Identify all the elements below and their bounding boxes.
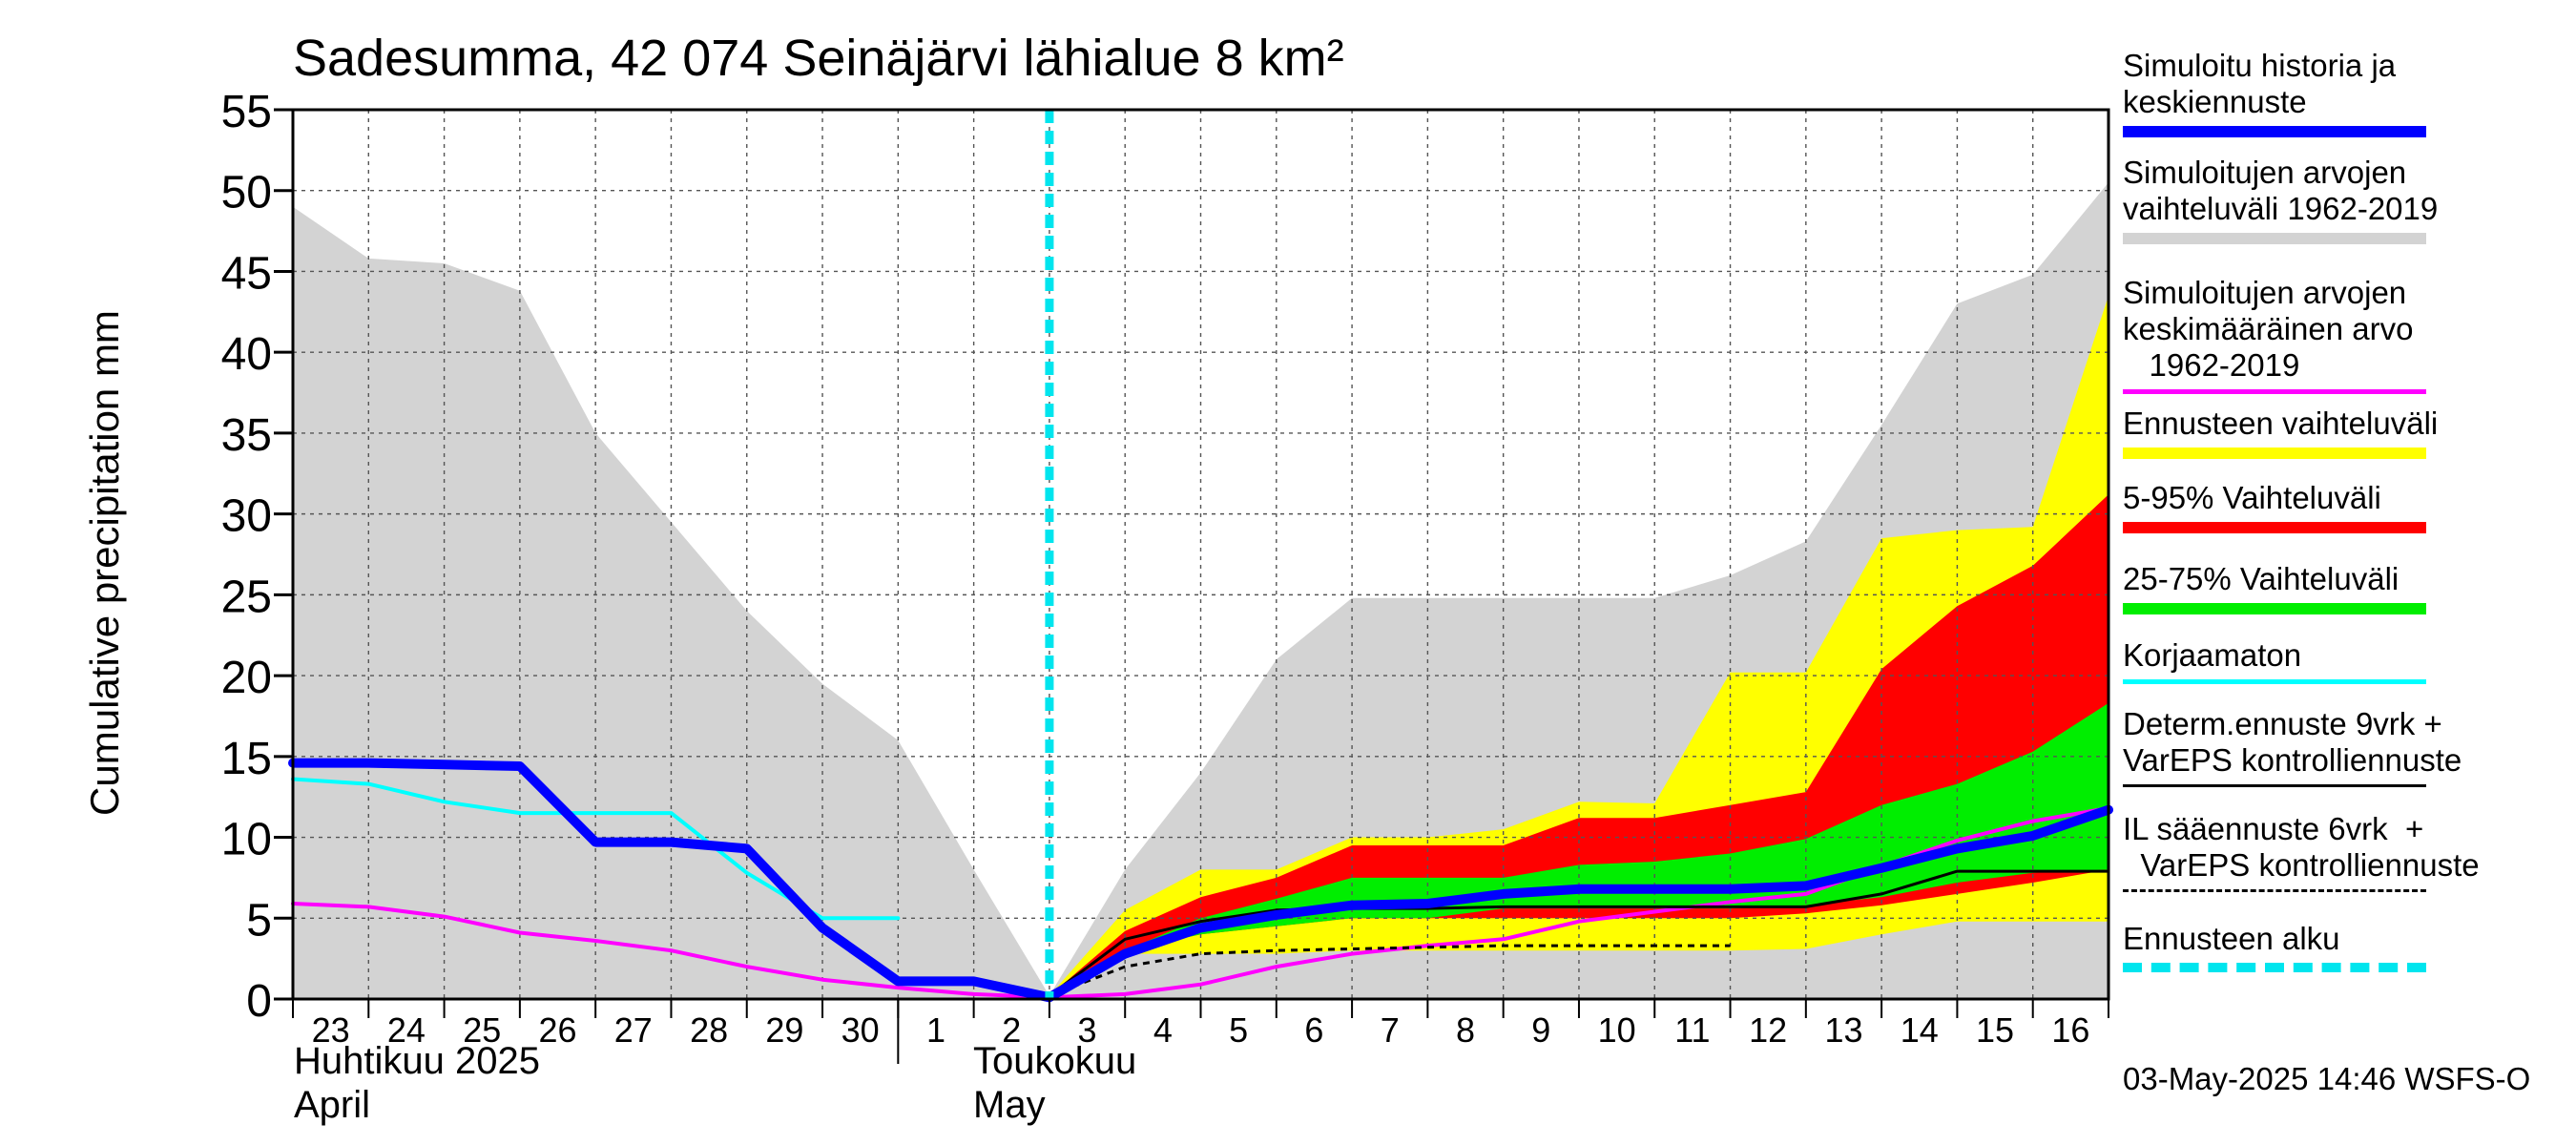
chart-bands — [293, 182, 2109, 1000]
x-tick-label-13: 13 — [1824, 1010, 1862, 1050]
legend-label: 5-95% Vaihteluväli — [2123, 480, 2381, 515]
legend-item: Ennusteen alku — [2123, 921, 2543, 972]
series-line-2 — [1049, 944, 1731, 997]
chart-title: Sadesumma, 42 074 Seinäjärvi lähialue 8 … — [293, 30, 1344, 87]
x-tick-label-3: 3 — [1078, 1010, 1097, 1050]
legend-item: Ennusteen vaihteluväli — [2123, 406, 2543, 459]
month-label-april-fi: Huhtikuu 2025 — [294, 1040, 540, 1082]
legend-label: IL sääennuste 6vrk + VarEPS kontrollienn… — [2123, 811, 2480, 883]
x-tick-label-30: 30 — [841, 1010, 880, 1050]
legend-swatch — [2123, 522, 2426, 533]
legend-label: Korjaamaton — [2123, 637, 2302, 673]
x-tick-label-26: 26 — [538, 1010, 576, 1050]
month-label-may-en: May — [973, 1084, 1046, 1126]
y-tick-label-0: 0 — [246, 976, 272, 1027]
legend-swatch — [2123, 679, 2426, 684]
legend-label: Simuloitu historia ja keskiennuste — [2123, 48, 2397, 119]
x-tick-label-28: 28 — [690, 1010, 728, 1050]
series-line-4 — [288, 758, 2113, 1003]
x-tick-label-9: 9 — [1531, 1010, 1550, 1050]
y-tick-label-5: 5 — [246, 895, 272, 946]
legend-swatch — [2123, 389, 2426, 394]
x-tick-label-14: 14 — [1901, 1010, 1939, 1050]
y-tick-label-40: 40 — [221, 329, 272, 380]
y-tick-label-45: 45 — [221, 248, 272, 299]
legend-label: Ennusteen alku — [2123, 921, 2340, 956]
x-tick-label-16: 16 — [2051, 1010, 2089, 1050]
y-tick-label-25: 25 — [221, 572, 272, 622]
legend-swatch — [2123, 603, 2426, 614]
x-tick-label-1: 1 — [926, 1010, 945, 1050]
x-tick-label-29: 29 — [765, 1010, 803, 1050]
y-tick-label-30: 30 — [221, 491, 272, 542]
y-tick-label-10: 10 — [221, 815, 272, 865]
chart-lines — [288, 110, 2113, 1003]
x-tick-label-10: 10 — [1598, 1010, 1636, 1050]
x-tick-label-27: 27 — [614, 1010, 653, 1050]
y-tick-label-55: 55 — [221, 87, 272, 137]
legend-item: Simuloitujen arvojen vaihteluväli 1962-2… — [2123, 155, 2543, 244]
legend-item: 25-75% Vaihteluväli — [2123, 561, 2543, 614]
x-tick-label-15: 15 — [1976, 1010, 2014, 1050]
legend-item: Simuloitujen arvojen keskimääräinen arvo… — [2123, 275, 2543, 394]
legend-label: Simuloitujen arvojen keskimääräinen arvo… — [2123, 275, 2414, 383]
legend-item: Determ.ennuste 9vrk + VarEPS kontrollien… — [2123, 706, 2543, 787]
month-label-may-fi: Toukokuu — [973, 1040, 1137, 1082]
legend-label: Ennusteen vaihteluväli — [2123, 406, 2439, 441]
chart-axes — [274, 108, 2110, 1064]
legend-item: IL sääennuste 6vrk + VarEPS kontrollienn… — [2123, 811, 2543, 892]
legend-swatch — [2123, 448, 2426, 459]
legend-swatch — [2123, 784, 2426, 787]
legend-swatch — [2123, 889, 2426, 892]
legend-item: 5-95% Vaihteluväli — [2123, 480, 2543, 533]
legend-label: 25-75% Vaihteluväli — [2123, 561, 2399, 596]
x-tick-label-7: 7 — [1381, 1010, 1400, 1050]
x-tick-label-6: 6 — [1304, 1010, 1323, 1050]
timestamp-footer: 03-May-2025 14:46 WSFS-O — [2123, 1061, 2531, 1096]
y-tick-label-20: 20 — [221, 653, 272, 703]
x-tick-label-24: 24 — [387, 1010, 426, 1050]
y-tick-label-35: 35 — [221, 410, 272, 461]
month-label-april-en: April — [294, 1084, 371, 1126]
x-tick-label-8: 8 — [1456, 1010, 1475, 1050]
legend-swatch — [2123, 233, 2426, 244]
legend-swatch — [2123, 126, 2426, 137]
band-0 — [293, 182, 2109, 1000]
chart-grid — [293, 110, 2109, 999]
series-line-3 — [1048, 869, 2110, 998]
x-tick-label-25: 25 — [463, 1010, 501, 1050]
y-tick-label-15: 15 — [221, 734, 272, 784]
x-tick-label-5: 5 — [1229, 1010, 1248, 1050]
x-tick-label-4: 4 — [1153, 1010, 1173, 1050]
band-3 — [1049, 702, 2109, 996]
legend-label: Determ.ennuste 9vrk + VarEPS kontrollien… — [2123, 706, 2462, 778]
legend-label: Simuloitujen arvojen vaihteluväli 1962-2… — [2123, 155, 2439, 226]
legend-item: Simuloitu historia ja keskiennuste — [2123, 48, 2543, 137]
legend-swatch — [2123, 963, 2426, 972]
x-tick-label-12: 12 — [1749, 1010, 1787, 1050]
y-tick-label-50: 50 — [221, 168, 272, 219]
x-tick-label-11: 11 — [1674, 1010, 1710, 1050]
series-line-0 — [291, 806, 2110, 1000]
x-tick-label-23: 23 — [312, 1010, 350, 1050]
legend-item: Korjaamaton — [2123, 637, 2543, 684]
x-tick-label-2: 2 — [1002, 1010, 1021, 1050]
y-axis-label: Cumulative precipitation mm — [82, 310, 127, 816]
